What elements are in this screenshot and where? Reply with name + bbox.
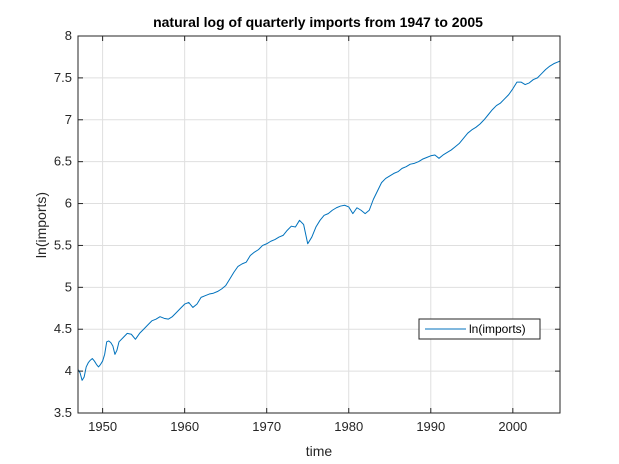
y-tick-label: 6.5 — [54, 154, 72, 169]
series-line-ln-imports — [77, 60, 561, 381]
axes-box — [77, 35, 561, 414]
plot-area — [78, 36, 560, 413]
y-tick-label: 3.5 — [54, 405, 72, 420]
grid-lines — [78, 36, 560, 413]
series-layer — [77, 60, 561, 381]
legend-box — [418, 318, 541, 340]
x-tick-label: 1960 — [170, 419, 199, 434]
y-tick-label: 5 — [65, 279, 72, 294]
y-tick-label: 4.5 — [54, 321, 72, 336]
legend: ln(imports) — [418, 318, 541, 340]
x-tick-label: 1950 — [88, 419, 117, 434]
x-axis-label: time — [306, 443, 333, 459]
axis-ticks: 1950 1960 1970 1980 1990 2000 3.5 4 4.5 5 5.5 6 6.5 7… — [54, 28, 560, 434]
y-tick-label: 8 — [65, 28, 72, 43]
x-tick-label: 1970 — [252, 419, 281, 434]
y-tick-label: 7 — [65, 112, 72, 127]
x-tick-label: 1990 — [416, 419, 445, 434]
y-tick-label: 5.5 — [54, 237, 72, 252]
x-tick-label: 2000 — [498, 419, 527, 434]
y-tick-label: 7.5 — [54, 70, 72, 85]
y-tick-label: 4 — [65, 363, 72, 378]
x-tick-label: 1980 — [334, 419, 363, 434]
y-axis-label: ln(imports) — [33, 192, 49, 258]
legend-entry-label: ln(imports) — [469, 322, 526, 336]
chart-title: natural log of quarterly imports from 19… — [153, 14, 483, 30]
y-tick-label: 6 — [65, 196, 72, 211]
